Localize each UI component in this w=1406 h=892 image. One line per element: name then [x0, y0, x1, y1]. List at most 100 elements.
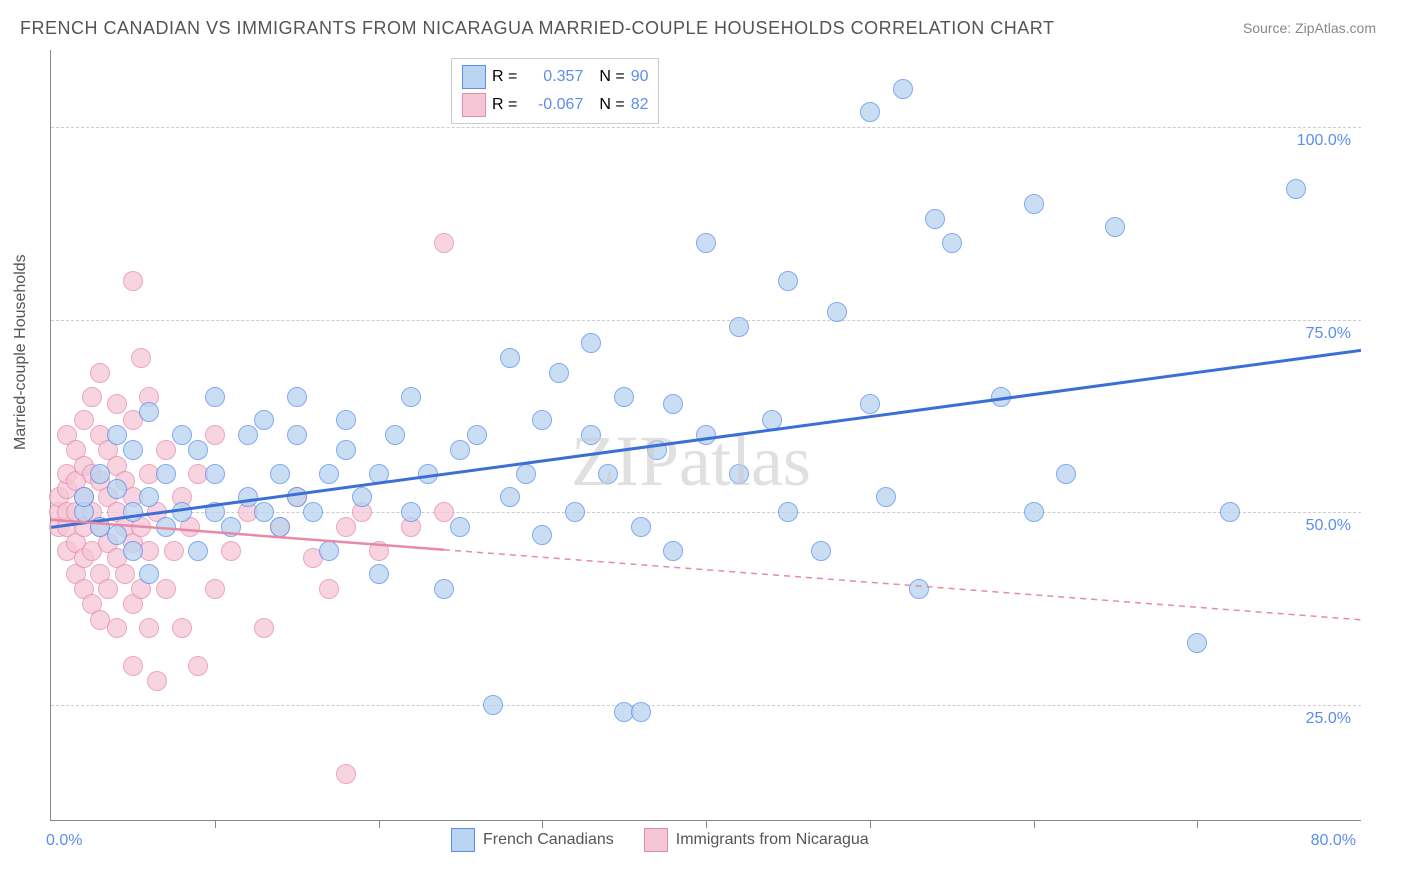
legend-top: R = 0.357 N = 90 R = -0.067 N = 82 [451, 58, 659, 124]
x-tick [706, 820, 707, 828]
data-point [107, 525, 127, 545]
data-point [434, 579, 454, 599]
data-point [1024, 502, 1044, 522]
data-point [336, 410, 356, 430]
data-point [90, 464, 110, 484]
gridline [51, 705, 1361, 706]
data-point [139, 402, 159, 422]
legend-r-value-1: 0.357 [523, 68, 583, 86]
x-tick [870, 820, 871, 828]
data-point [696, 233, 716, 253]
data-point [369, 564, 389, 584]
source-label: Source: ZipAtlas.com [1243, 20, 1376, 36]
data-point [123, 502, 143, 522]
legend-swatch [644, 828, 668, 852]
data-point [778, 271, 798, 291]
legend-item: French Canadians [451, 828, 614, 852]
data-point [287, 425, 307, 445]
data-point [238, 487, 258, 507]
data-point [1220, 502, 1240, 522]
data-point [352, 487, 372, 507]
data-point [107, 479, 127, 499]
data-point [123, 656, 143, 676]
data-point [762, 410, 782, 430]
data-point [205, 425, 225, 445]
data-point [205, 464, 225, 484]
legend-r-value-2: -0.067 [523, 96, 583, 114]
legend-row-2: R = -0.067 N = 82 [462, 91, 648, 119]
data-point [532, 410, 552, 430]
data-point [139, 487, 159, 507]
data-point [156, 440, 176, 460]
data-point [778, 502, 798, 522]
data-point [139, 618, 159, 638]
data-point [115, 564, 135, 584]
data-point [401, 387, 421, 407]
gridline [51, 127, 1361, 128]
data-point [156, 579, 176, 599]
legend-n-value-1: 90 [631, 68, 649, 86]
data-point [369, 464, 389, 484]
chart-title: FRENCH CANADIAN VS IMMIGRANTS FROM NICAR… [20, 18, 1054, 39]
data-point [418, 464, 438, 484]
data-point [107, 618, 127, 638]
y-tick-label: 75.0% [1306, 325, 1351, 343]
watermark: ZIPatlas [571, 420, 811, 503]
legend-swatch [451, 828, 475, 852]
legend-swatch-series1 [462, 65, 486, 89]
data-point [909, 579, 929, 599]
data-point [925, 209, 945, 229]
data-point [1187, 633, 1207, 653]
data-point [319, 541, 339, 561]
data-point [147, 671, 167, 691]
data-point [254, 618, 274, 638]
legend-n-value-2: 82 [631, 96, 649, 114]
data-point [254, 410, 274, 430]
data-point [336, 517, 356, 537]
data-point [450, 440, 470, 460]
data-point [156, 517, 176, 537]
data-point [549, 363, 569, 383]
data-point [90, 363, 110, 383]
data-point [123, 541, 143, 561]
data-point [107, 394, 127, 414]
data-point [696, 425, 716, 445]
legend-n-label: N = [599, 96, 624, 114]
data-point [369, 541, 389, 561]
y-tick-label: 25.0% [1306, 710, 1351, 728]
data-point [98, 579, 118, 599]
legend-label: French Canadians [483, 831, 614, 849]
data-point [1105, 217, 1125, 237]
x-tick [542, 820, 543, 828]
data-point [74, 487, 94, 507]
data-point [303, 502, 323, 522]
data-point [876, 487, 896, 507]
data-point [483, 695, 503, 715]
y-axis-label: Married-couple Households [12, 254, 30, 450]
data-point [172, 502, 192, 522]
data-point [254, 502, 274, 522]
data-point [434, 233, 454, 253]
legend-r-label: R = [492, 68, 517, 86]
data-point [450, 517, 470, 537]
data-point [156, 464, 176, 484]
data-point [131, 348, 151, 368]
data-point [991, 387, 1011, 407]
data-point [287, 487, 307, 507]
data-point [663, 394, 683, 414]
data-point [82, 387, 102, 407]
data-point [319, 464, 339, 484]
data-point [172, 425, 192, 445]
y-tick-label: 100.0% [1297, 132, 1351, 150]
data-point [287, 387, 307, 407]
legend-row-1: R = 0.357 N = 90 [462, 63, 648, 91]
data-point [500, 348, 520, 368]
y-tick-label: 50.0% [1306, 517, 1351, 535]
data-point [614, 387, 634, 407]
data-point [123, 271, 143, 291]
gridline [51, 320, 1361, 321]
data-point [401, 502, 421, 522]
legend-r-label: R = [492, 96, 517, 114]
data-point [107, 425, 127, 445]
data-point [729, 317, 749, 337]
